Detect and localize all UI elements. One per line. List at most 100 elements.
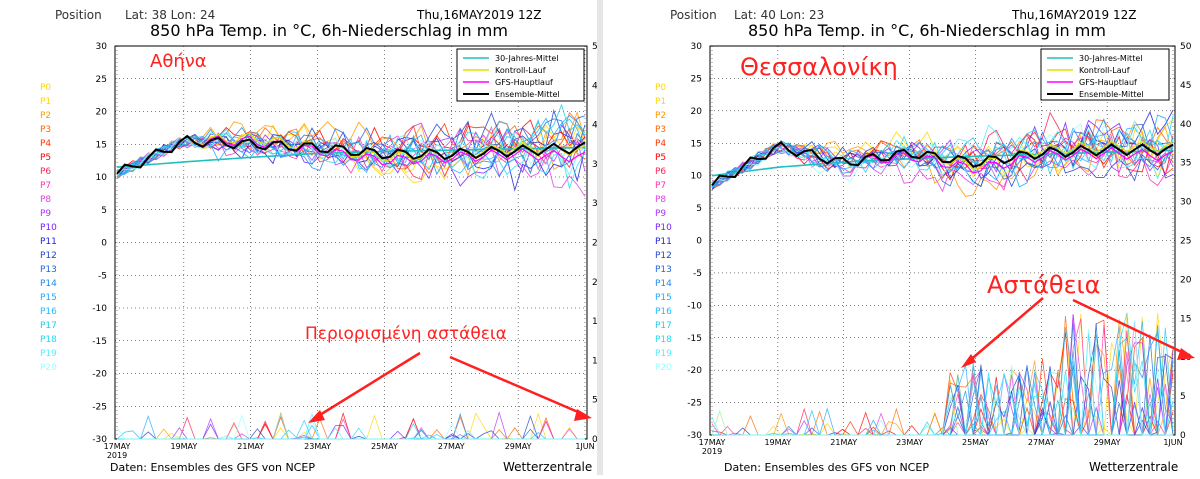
date-label: Thu,16MAY2019 12Z <box>416 8 541 22</box>
y-tick-label: -5 <box>98 271 107 281</box>
annotation-arrow-left <box>961 297 1044 368</box>
member-label: P7 <box>40 181 51 191</box>
member-label: P4 <box>40 139 51 149</box>
member-label: P0 <box>655 83 666 93</box>
y-tick-label: 15 <box>691 139 702 149</box>
y-tick-label: 0 <box>696 237 702 247</box>
member-label: P2 <box>655 111 666 121</box>
chart-title: 850 hPa Temp. in °C, 6h-Niederschlag in … <box>150 21 508 40</box>
y-tick-label: 20 <box>691 107 703 117</box>
y-axis-temperature: 30 25 20 15 10 5 0 -5 -10 -15 -20 -25 -30 <box>92 42 107 445</box>
legend-label: 30-Jahres-Mittel <box>1079 54 1142 63</box>
annotation-label: Αστάθεια <box>987 271 1101 299</box>
ensemble-member-line <box>711 119 1174 185</box>
x-tick-label: 25MAY <box>962 438 989 447</box>
y-tick-label: 30 <box>691 42 703 52</box>
member-label: P10 <box>655 223 672 233</box>
x-tick-label: 27MAY <box>1028 438 1055 447</box>
latlon-label: Lat: 38 Lon: 24 <box>125 8 215 22</box>
precipitation-lines <box>711 312 1174 437</box>
footer-source: Daten: Ensembles des GFS von NCEP <box>110 461 315 474</box>
city-label: Αθήνα <box>150 51 207 72</box>
x-tick-label: 23MAY <box>896 438 923 447</box>
latlon-label: Lat: 40 Lon: 23 <box>734 8 824 22</box>
y-tick-label: 15 <box>96 140 107 150</box>
x-tick-label: 21MAY <box>237 442 264 451</box>
y-tick-label: -15 <box>687 334 702 344</box>
footer-brand: Wetterzentrale <box>1089 460 1178 474</box>
position-label: Position <box>55 8 102 22</box>
y2-tick-label: 30 <box>1180 198 1192 208</box>
member-label: P4 <box>655 139 666 149</box>
y2-tick-label: 20 <box>1180 275 1192 285</box>
y-tick-label: 25 <box>96 75 107 85</box>
legend-label: GFS-Hauptlauf <box>1079 78 1137 87</box>
series-line-3 <box>116 134 586 175</box>
precip-line <box>711 319 1173 436</box>
date-label: Thu,16MAY2019 12Z <box>1011 8 1136 22</box>
y2-tick-label: 40 <box>1180 120 1192 130</box>
precipitation-lines <box>116 411 585 441</box>
series-line-3 <box>711 140 1174 187</box>
legend-label: 30-Jahres-Mittel <box>495 54 558 63</box>
member-label: P7 <box>655 181 666 191</box>
legend-label: Ensemble-Mittel <box>1079 90 1144 99</box>
member-label: P20 <box>655 363 672 373</box>
ensemble-member-line <box>116 131 586 172</box>
member-label: P15 <box>655 293 672 303</box>
panel-thessaloniki: Position Lat: 40 Lon: 23 Thu,16MAY2019 1… <box>603 0 1200 475</box>
member-label: P17 <box>40 321 57 331</box>
x-year-label: 2019 <box>107 451 127 460</box>
y-tick-label: -25 <box>687 399 702 409</box>
member-label: P0 <box>40 83 51 93</box>
y-tick-label: 10 <box>96 173 108 183</box>
member-label: P1 <box>40 97 51 107</box>
panel-athens: Position Lat: 38 Lon: 24 Thu,16MAY2019 1… <box>0 0 604 475</box>
y2-tick-label: 5 <box>592 396 597 406</box>
member-label: P16 <box>655 307 672 317</box>
legend-label: Kontroll-Lauf <box>1079 66 1130 75</box>
legend-box: 30-Jahres-Mittel Kontroll-Lauf GFS-Hauptla… <box>456 48 585 102</box>
member-label: P11 <box>655 237 672 247</box>
y-tick-label: -20 <box>687 366 702 376</box>
member-label: P20 <box>40 363 57 373</box>
member-label: P14 <box>655 279 672 289</box>
x-axis-dates: 17MAY 19MAY 21MAY 23MAY 25MAY 27MAY 29MAY 1JUN 2… <box>699 438 1183 456</box>
member-label: P8 <box>655 195 666 205</box>
annotation-arrow-right <box>1072 298 1195 360</box>
member-label: P15 <box>40 293 57 303</box>
legend-label: Ensemble-Mittel <box>495 90 560 99</box>
x-tick-label: 1JUN <box>1163 438 1182 447</box>
member-label: P14 <box>40 279 57 289</box>
city-label: Θεσσαλονίκη <box>740 53 898 81</box>
x-tick-label: 19MAY <box>764 438 791 447</box>
y2-tick-label: 35 <box>1180 159 1191 169</box>
y2-tick-label: 5 <box>1180 392 1186 402</box>
member-label: P12 <box>40 251 57 261</box>
legend-label: GFS-Hauptlauf <box>495 78 553 87</box>
ensemble-member-line <box>116 103 586 178</box>
y-tick-label: 10 <box>691 172 703 182</box>
member-label: P5 <box>40 153 51 163</box>
legend-label: Kontroll-Lauf <box>495 66 546 75</box>
ensemble-member-list: P0 P1 P2 P3 P4 P5 P6 P7 P8 P9 P10 P11 P12 P13 P14 P15 P1… <box>40 83 57 373</box>
member-label: P9 <box>40 209 51 219</box>
y2-tick-label: 15 <box>1180 314 1191 324</box>
member-label: P12 <box>655 251 672 261</box>
legend-box: 30-Jahres-Mittel Kontroll-Lauf GFS-Hauptla… <box>1040 48 1170 101</box>
y-tick-label: 5 <box>101 206 107 216</box>
y2-tick-label: 25 <box>1180 237 1191 247</box>
member-label: P3 <box>40 125 51 135</box>
y-tick-label: -15 <box>92 337 107 347</box>
x-tick-label: 29MAY <box>505 442 532 451</box>
y-tick-label: 5 <box>696 204 702 214</box>
y-tick-label: -30 <box>687 431 702 441</box>
member-label: P9 <box>655 209 666 219</box>
chart-athens: Position Lat: 38 Lon: 24 Thu,16MAY2019 1… <box>40 8 604 474</box>
y-tick-label: -25 <box>92 402 107 412</box>
y2-tick-label: 0 <box>1180 431 1186 441</box>
x-tick-label: 1JUN <box>575 442 594 451</box>
chart-title: 850 hPa Temp. in °C, 6h-Niederschlag in … <box>748 21 1106 40</box>
precip-line <box>116 414 585 440</box>
member-label: P18 <box>40 335 57 345</box>
